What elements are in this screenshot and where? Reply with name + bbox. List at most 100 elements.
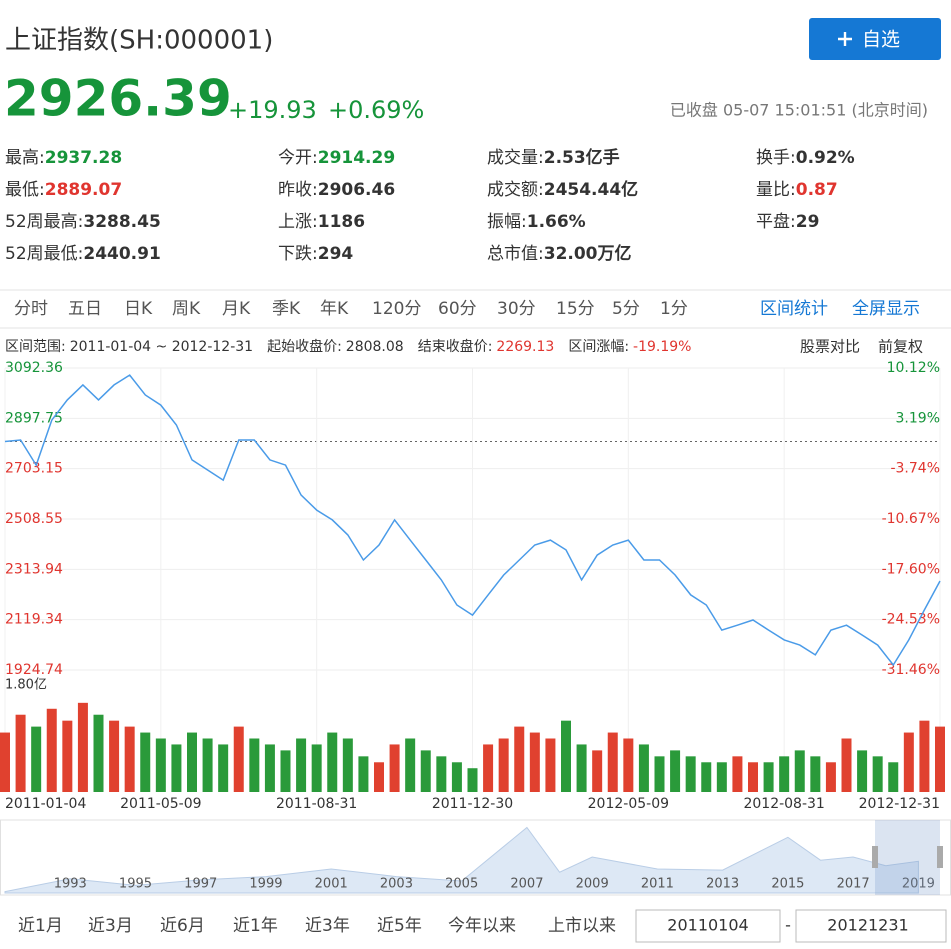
volume-bar xyxy=(841,738,852,792)
x-tick-label: 2012-05-09 xyxy=(588,796,669,812)
y2-tick-label: -3.74% xyxy=(890,461,940,477)
volume-bar xyxy=(794,750,805,792)
volume-bar xyxy=(810,756,821,792)
y-tick-label: 2703.15 xyxy=(5,461,63,477)
navigator-label: 2009 xyxy=(576,877,609,892)
date-from[interactable]: 20110104 xyxy=(667,916,748,935)
navigator-handle[interactable] xyxy=(937,846,943,868)
tool[interactable]: 全屏显示 xyxy=(852,299,920,319)
adjust[interactable]: 前复权 xyxy=(878,338,923,356)
range-start-label: 起始收盘价: xyxy=(267,338,342,355)
volume-bar xyxy=(218,744,229,792)
plus-icon xyxy=(838,32,852,46)
navigator-label: 2007 xyxy=(510,877,543,892)
navigator-label: 2001 xyxy=(315,877,348,892)
tab[interactable]: 季K xyxy=(272,299,301,319)
stat-label: 最低: xyxy=(5,180,45,200)
x-tick-label: 2012-12-31 xyxy=(859,796,940,812)
period[interactable]: 近1月 xyxy=(18,916,63,936)
stat: 平盘:29 xyxy=(756,212,819,232)
y2-tick-label: -10.67% xyxy=(882,511,940,527)
volume-bar xyxy=(514,726,525,792)
volume-bar xyxy=(311,744,322,792)
tab[interactable]: 五日 xyxy=(68,299,102,319)
volume-bar xyxy=(857,750,868,792)
volume-bar xyxy=(623,738,634,792)
volume-bar xyxy=(748,762,758,792)
tab[interactable]: 1分 xyxy=(660,299,688,319)
stat: 上涨:1186 xyxy=(278,212,365,232)
volume-bar xyxy=(576,744,587,792)
tab[interactable]: 120分 xyxy=(372,299,421,319)
tool[interactable]: 区间统计 xyxy=(760,299,828,319)
date-to[interactable]: 20121231 xyxy=(827,916,908,935)
volume-tick-label: 1.80亿 xyxy=(5,678,47,693)
period[interactable]: 上市以来 xyxy=(548,916,616,936)
volume-bar xyxy=(171,744,182,792)
tab[interactable]: 30分 xyxy=(497,299,536,319)
volume-bar xyxy=(0,732,10,792)
status: 已收盘 05-07 15:01:51 (北京时间) xyxy=(670,101,928,120)
tab[interactable]: 15分 xyxy=(556,299,595,319)
compare[interactable]: 股票对比 xyxy=(800,338,860,356)
volume-bar xyxy=(405,738,416,792)
volume-bar xyxy=(561,720,571,792)
volume-bar xyxy=(825,762,836,792)
stat: 成交量:2.53亿手 xyxy=(487,147,620,168)
stat-label: 量比: xyxy=(756,180,796,200)
button-label[interactable]: 自选 xyxy=(862,29,900,51)
period[interactable]: 近3月 xyxy=(88,916,133,936)
volume-bar xyxy=(280,750,291,792)
date-input[interactable] xyxy=(795,909,947,943)
stat-label: 成交额: xyxy=(487,180,544,200)
stat-label: 下跌: xyxy=(278,244,318,264)
navigator-label: 1993 xyxy=(54,877,87,892)
change: +19.93 xyxy=(228,96,317,124)
tab[interactable]: 年K xyxy=(320,299,349,319)
stat-value: 2.53亿手 xyxy=(544,147,620,168)
stat-value: 2440.91 xyxy=(83,244,160,264)
tab[interactable]: 月K xyxy=(222,299,251,319)
date-sep: - xyxy=(785,916,791,935)
period[interactable]: 近1年 xyxy=(233,916,278,936)
volume-bar xyxy=(685,756,696,792)
navigator-area xyxy=(4,826,919,894)
range-end-close: 2269.13 xyxy=(496,339,554,355)
volume-bar xyxy=(93,714,104,792)
volume-bar xyxy=(638,744,649,792)
volume-bar xyxy=(264,744,275,792)
y2-tick-label: -17.60% xyxy=(882,561,940,577)
x-tick-label: 2011-05-09 xyxy=(120,796,201,812)
stat-label: 最高: xyxy=(5,148,45,168)
volume-bar xyxy=(249,738,260,792)
tab[interactable]: 日K xyxy=(124,299,153,319)
add-button[interactable] xyxy=(809,18,941,60)
period[interactable]: 近5年 xyxy=(377,916,422,936)
volume-bar xyxy=(935,726,945,792)
navigator-selection[interactable] xyxy=(875,820,940,895)
volume-bar xyxy=(763,762,774,792)
stat: 今开:2914.29 xyxy=(278,148,395,168)
volume-bar xyxy=(233,726,244,792)
navigator-label: 2011 xyxy=(641,877,674,892)
y-tick-label: 1924.74 xyxy=(5,662,63,678)
tab[interactable]: 60分 xyxy=(438,299,477,319)
volume-bar xyxy=(607,732,618,792)
period[interactable]: 近6月 xyxy=(160,916,205,936)
period[interactable]: 今年以来 xyxy=(448,916,516,936)
date-input[interactable] xyxy=(635,909,781,943)
period[interactable]: 近3年 xyxy=(305,916,350,936)
volume-bar xyxy=(498,738,509,792)
tab[interactable]: 周K xyxy=(172,299,201,319)
tab[interactable]: 分时 xyxy=(14,299,48,319)
stat-value: 1.66% xyxy=(527,212,586,232)
stat-value: 0.92% xyxy=(796,148,855,168)
volume-bar xyxy=(202,738,213,792)
stat-label: 上涨: xyxy=(278,212,318,232)
volume-bar xyxy=(919,720,930,792)
tab[interactable]: 5分 xyxy=(612,299,640,319)
navigator-handle[interactable] xyxy=(872,846,878,868)
navigator-label: 2003 xyxy=(380,877,413,892)
stat: 52周最高:3288.45 xyxy=(5,212,161,232)
